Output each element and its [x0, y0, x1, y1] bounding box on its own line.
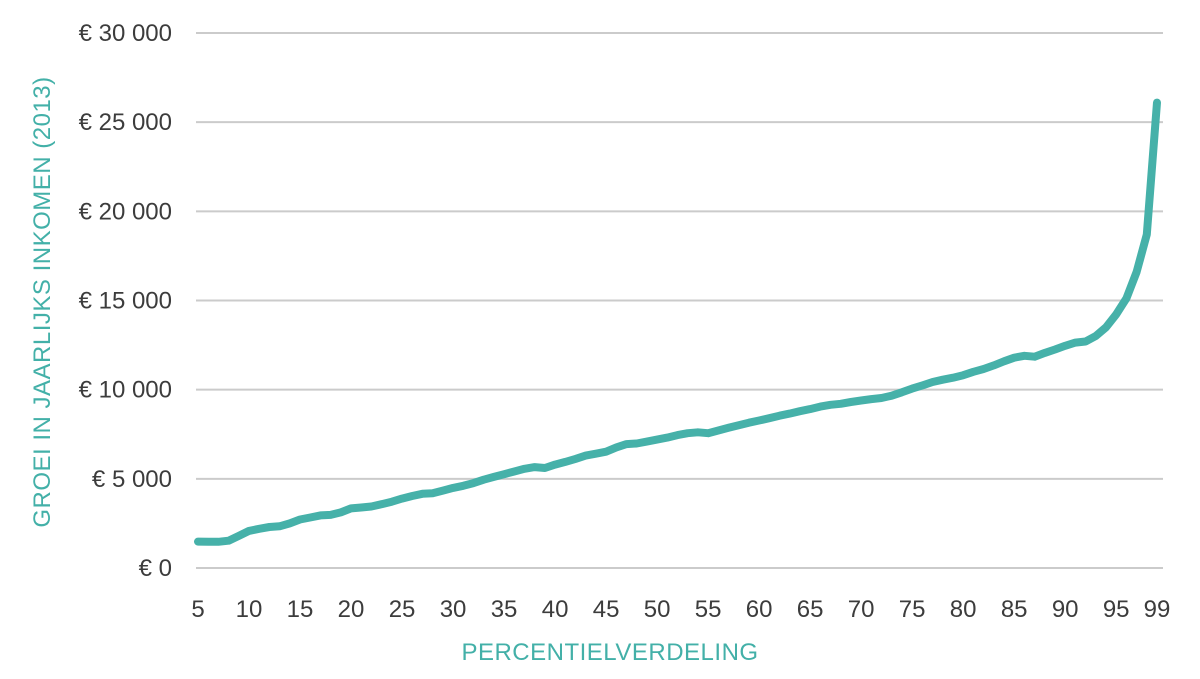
x-tick-labels: 5 10 15 20 25 30 35 40 45 50 55 60 65 70 75 80 85 90 95 99	[191, 596, 1170, 623]
income-growth-line	[194, 98, 1161, 546]
x-tick-label: 10	[236, 596, 263, 623]
x-axis-title: PERCENTIELVERDELING	[461, 639, 758, 666]
x-tick-label: 65	[797, 596, 824, 623]
y-tick-label: € 10 000	[79, 377, 172, 404]
y-tick-label: € 30 000	[79, 20, 172, 47]
x-tick-label: 25	[389, 596, 416, 623]
x-tick-label: 80	[950, 596, 977, 623]
series-layer	[194, 98, 1161, 546]
x-tick-label: 55	[695, 596, 722, 623]
y-tick-label: € 0	[139, 555, 172, 582]
y-tick-labels: € 0 € 5 000 € 10 000 € 15 000 € 20 000 € 25 0…	[79, 20, 172, 582]
x-tick-label: 15	[287, 596, 314, 623]
x-tick-label: 75	[899, 596, 926, 623]
y-tick-label: € 25 000	[79, 109, 172, 136]
x-tick-label: 70	[848, 596, 875, 623]
x-tick-label: 30	[440, 596, 467, 623]
x-tick-label: 5	[191, 596, 204, 623]
y-tick-label: € 5 000	[92, 466, 172, 493]
y-axis-title: GROEI IN JAARLIJKS INKOMEN (2013)	[29, 76, 56, 527]
x-tick-label: 40	[542, 596, 569, 623]
x-tick-label: 45	[593, 596, 620, 623]
x-tick-label: 20	[338, 596, 365, 623]
gridline-layer	[196, 32, 1163, 569]
y-tick-label: € 15 000	[79, 288, 172, 315]
y-tick-label: € 20 000	[79, 198, 172, 225]
x-tick-label: 99	[1144, 596, 1171, 623]
x-tick-label: 95	[1103, 596, 1130, 623]
x-tick-label: 90	[1052, 596, 1079, 623]
x-tick-label: 35	[491, 596, 518, 623]
x-tick-label: 85	[1001, 596, 1028, 623]
x-tick-label: 60	[746, 596, 773, 623]
x-tick-label: 50	[644, 596, 671, 623]
